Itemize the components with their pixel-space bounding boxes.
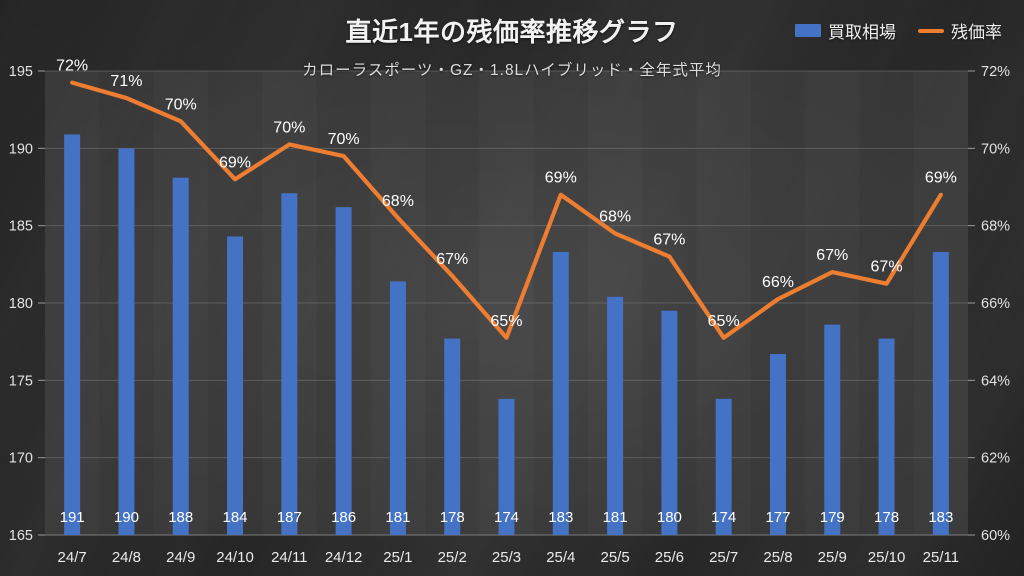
bar[interactable] (932, 251, 949, 535)
bar-data-label: 190 (114, 509, 139, 526)
bar[interactable] (498, 398, 515, 535)
bar[interactable] (64, 134, 81, 535)
line-data-label: 65% (708, 313, 740, 330)
line-swatch-icon (918, 28, 944, 33)
bar[interactable] (661, 310, 678, 535)
legend-label-bar: 買取相場 (828, 23, 896, 42)
category-label: 25/9 (818, 549, 847, 566)
bar[interactable] (172, 177, 189, 535)
right-axis-tick-label: 72% (981, 64, 1010, 80)
line-data-label: 67% (436, 251, 468, 268)
legend-item-line[interactable]: 残価率 (918, 18, 1002, 43)
bar-data-label: 178 (440, 509, 465, 526)
bar[interactable] (389, 281, 406, 535)
category-label: 25/5 (600, 549, 629, 566)
line-data-label: 67% (871, 259, 903, 276)
bar-data-label: 188 (168, 509, 193, 526)
line-data-label: 67% (653, 232, 685, 249)
line-data-label: 70% (273, 119, 305, 136)
left-axis-tick-label: 180 (9, 296, 33, 312)
bar-data-label: 181 (603, 509, 628, 526)
bar-data-label: 191 (60, 509, 85, 526)
left-axis-tick-label: 175 (9, 373, 33, 389)
bar-data-label: 183 (548, 509, 573, 526)
bar[interactable] (227, 236, 244, 535)
chart-legend: 買取相場 残価率 (795, 18, 1002, 43)
left-axis-tick-label: 195 (9, 64, 33, 80)
category-label: 24/8 (112, 549, 141, 566)
right-axis-tick-label: 68% (981, 219, 1010, 235)
bar-data-label: 184 (223, 509, 248, 526)
right-axis-tick-label: 62% (981, 451, 1010, 467)
bar[interactable] (607, 296, 624, 535)
line-series-path[interactable] (70, 80, 943, 340)
line-data-label: 71% (110, 73, 142, 90)
bar[interactable] (118, 148, 135, 536)
left-axis-tick-label: 185 (9, 219, 33, 235)
line-data-label: 67% (816, 247, 848, 264)
line-data-label: 68% (599, 208, 631, 225)
bar-data-label: 174 (494, 509, 519, 526)
line-data-label: 69% (219, 154, 251, 171)
bar[interactable] (281, 193, 298, 536)
bar[interactable] (769, 354, 786, 535)
left-axis-tick-label: 165 (9, 528, 33, 544)
line-data-label: 72% (56, 58, 88, 75)
left-axis-tick-label: 170 (9, 451, 33, 467)
legend-item-bar[interactable]: 買取相場 (795, 18, 896, 43)
category-label: 25/10 (868, 549, 906, 566)
category-label: 25/1 (383, 549, 412, 566)
line-data-label: 65% (490, 313, 522, 330)
bar-data-label: 178 (874, 509, 899, 526)
line-data-label: 69% (925, 170, 957, 187)
bar[interactable] (335, 207, 352, 535)
category-label: 25/11 (923, 549, 959, 566)
right-axis-tick-label: 70% (981, 141, 1010, 157)
right-axis-tick-label: 64% (981, 373, 1010, 389)
bar[interactable] (444, 338, 461, 535)
bar[interactable] (878, 338, 895, 535)
category-label: 25/8 (763, 549, 792, 566)
category-label: 24/7 (58, 549, 87, 566)
legend-label-line: 残価率 (951, 23, 1002, 42)
line-data-label: 69% (545, 170, 577, 187)
left-axis-tick-label: 190 (9, 141, 33, 157)
bar-data-label: 180 (657, 509, 682, 526)
line-data-label: 70% (328, 131, 360, 148)
bar[interactable] (824, 324, 841, 535)
category-label: 25/6 (655, 549, 684, 566)
bar-data-label: 183 (928, 509, 953, 526)
line-data-label: 68% (382, 193, 414, 210)
bar-data-label: 181 (385, 509, 410, 526)
category-label: 24/11 (271, 549, 307, 566)
chart-subtitle: カローラスポーツ・GZ・1.8Lハイブリッド・全年式平均 (302, 62, 722, 79)
category-label: 25/2 (438, 549, 467, 566)
category-label: 24/12 (325, 549, 363, 566)
bar[interactable] (552, 251, 569, 535)
line-data-label: 70% (165, 96, 197, 113)
bar[interactable] (715, 398, 732, 535)
category-label: 24/9 (166, 549, 195, 566)
bar-data-label: 186 (331, 509, 356, 526)
line-data-label: 66% (762, 274, 794, 291)
bar-data-label: 179 (820, 509, 845, 526)
bar-swatch-icon (795, 24, 821, 37)
right-axis-tick-label: 66% (981, 296, 1010, 312)
category-label: 24/10 (216, 549, 254, 566)
category-label: 25/3 (492, 549, 521, 566)
bar-data-label: 187 (277, 509, 302, 526)
bar-data-label: 174 (711, 509, 736, 526)
chart-title: 直近1年の残価率推移グラフ (345, 17, 679, 47)
category-label: 25/7 (709, 549, 738, 566)
right-axis-tick-label: 60% (981, 528, 1010, 544)
bar-data-label: 177 (765, 509, 790, 526)
category-label: 25/4 (546, 549, 575, 566)
